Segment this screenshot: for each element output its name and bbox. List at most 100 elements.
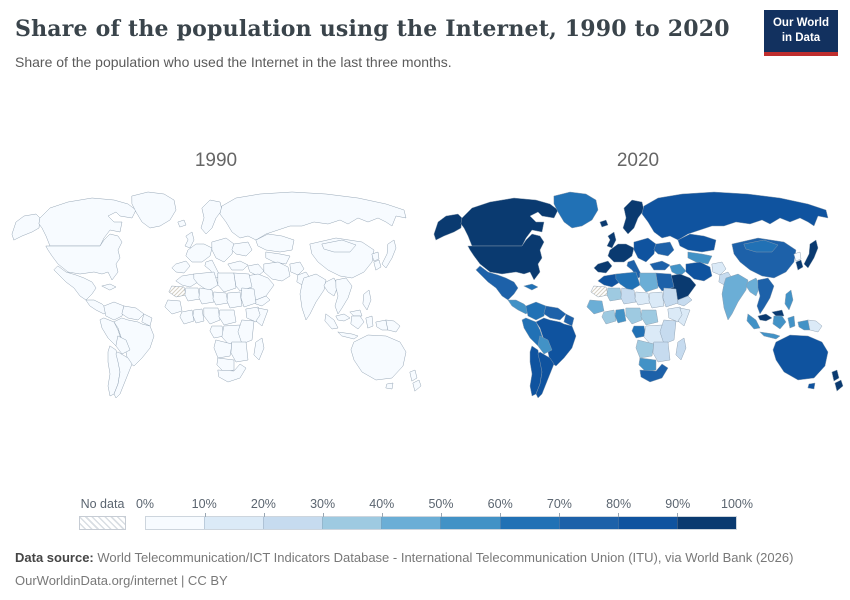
region-kazakhstan[interactable] [255, 233, 295, 253]
region-mauritania[interactable] [184, 287, 201, 302]
region-iberia[interactable] [171, 260, 191, 274]
region-iran[interactable] [685, 261, 713, 282]
region-iceland[interactable] [599, 219, 609, 228]
region-turkey[interactable] [227, 260, 249, 271]
region-indonesia[interactable] [324, 313, 374, 340]
region-mongolia[interactable] [321, 239, 357, 253]
region-zambia-zimbabwe-moz[interactable] [652, 341, 671, 363]
region-bolivia[interactable] [115, 335, 131, 355]
region-mongolia[interactable] [743, 239, 779, 253]
region-western-sahara[interactable] [590, 285, 609, 298]
region-ivory-coast[interactable] [601, 309, 617, 325]
region-scandinavia[interactable] [622, 199, 645, 235]
region-cameroon[interactable] [218, 309, 237, 326]
region-madagascar[interactable] [675, 337, 687, 361]
region-turkey[interactable] [649, 260, 671, 271]
region-indonesia-papua[interactable] [375, 319, 389, 331]
region-thailand-vietnam[interactable] [334, 277, 353, 315]
region-argentina[interactable] [535, 351, 555, 399]
region-somalia[interactable] [677, 307, 691, 327]
region-india[interactable] [721, 273, 749, 321]
region-colombia[interactable] [103, 301, 125, 321]
region-west-europe[interactable] [607, 243, 635, 263]
region-levant-iraq[interactable] [669, 263, 687, 277]
region-philippines[interactable] [362, 289, 372, 311]
region-afghanistan[interactable] [289, 261, 305, 276]
region-senegal-guinea[interactable] [164, 299, 183, 315]
region-uk[interactable] [184, 231, 195, 249]
region-thailand-vietnam[interactable] [756, 277, 775, 315]
region-ukraine[interactable] [231, 241, 253, 257]
region-indonesia-papua[interactable] [797, 319, 811, 331]
region-argentina[interactable] [113, 351, 133, 399]
region-west-europe[interactable] [185, 243, 213, 263]
region-iberia[interactable] [593, 260, 613, 274]
region-canada[interactable] [460, 197, 559, 247]
region-scandinavia[interactable] [200, 199, 223, 235]
region-japan[interactable] [803, 239, 819, 269]
region-mexico[interactable] [53, 265, 97, 301]
region-myanmar[interactable] [323, 277, 339, 297]
region-south-africa[interactable] [639, 363, 669, 383]
region-zambia-zimbabwe-moz[interactable] [230, 341, 249, 363]
region-gabon-congo[interactable] [209, 325, 225, 339]
region-brazil[interactable] [113, 317, 155, 367]
region-indonesia[interactable] [746, 313, 796, 340]
region-kazakhstan[interactable] [677, 233, 717, 253]
region-yemen[interactable] [677, 295, 693, 307]
region-chad[interactable] [648, 291, 665, 309]
region-cameroon[interactable] [640, 309, 659, 326]
region-cuba[interactable] [523, 283, 539, 291]
region-south-korea[interactable] [373, 259, 382, 271]
region-south-korea[interactable] [795, 259, 804, 271]
region-usa[interactable] [467, 233, 545, 281]
region-libya[interactable] [217, 272, 237, 293]
region-new-guinea[interactable] [385, 319, 401, 333]
region-russia[interactable] [219, 191, 407, 241]
region-russia[interactable] [641, 191, 829, 241]
region-ivory-coast[interactable] [179, 309, 195, 325]
region-australia[interactable] [350, 334, 407, 390]
region-north-korea[interactable] [371, 251, 380, 262]
region-central-asia[interactable] [687, 251, 713, 265]
region-western-sahara[interactable] [168, 285, 187, 298]
region-mali[interactable] [620, 287, 637, 305]
region-uk[interactable] [606, 231, 617, 249]
region-iran[interactable] [263, 261, 291, 282]
region-malaysia[interactable] [335, 309, 363, 322]
region-afghanistan[interactable] [711, 261, 727, 276]
region-alaska[interactable] [11, 213, 41, 241]
region-yemen[interactable] [255, 295, 271, 307]
region-ukraine[interactable] [653, 241, 675, 257]
region-mali[interactable] [198, 287, 215, 305]
region-east-europe[interactable] [633, 237, 657, 263]
region-bolivia[interactable] [537, 335, 553, 355]
region-nigeria[interactable] [625, 307, 643, 325]
region-greenland[interactable] [553, 191, 599, 229]
region-angola[interactable] [213, 339, 233, 359]
region-east-europe[interactable] [211, 237, 235, 263]
region-nigeria[interactable] [203, 307, 221, 325]
region-sudan[interactable] [240, 287, 257, 308]
region-angola[interactable] [635, 339, 655, 359]
region-cuba[interactable] [101, 283, 117, 291]
region-new-zealand[interactable] [409, 369, 422, 392]
region-libya[interactable] [639, 272, 659, 293]
region-kenya-tanzania[interactable] [659, 319, 677, 345]
region-central-asia[interactable] [265, 251, 291, 265]
region-india[interactable] [299, 273, 327, 321]
region-gabon-congo[interactable] [631, 325, 647, 339]
region-ghana[interactable] [192, 308, 205, 324]
region-greenland[interactable] [131, 191, 177, 229]
region-madagascar[interactable] [253, 337, 265, 361]
region-kenya-tanzania[interactable] [237, 319, 255, 345]
region-japan[interactable] [381, 239, 397, 269]
region-chad[interactable] [226, 291, 243, 309]
region-senegal-guinea[interactable] [586, 299, 605, 315]
region-iceland[interactable] [177, 219, 187, 228]
region-colombia[interactable] [525, 301, 547, 321]
region-myanmar[interactable] [745, 277, 761, 297]
region-levant-iraq[interactable] [247, 263, 265, 277]
region-malaysia[interactable] [757, 309, 785, 322]
region-new-zealand[interactable] [831, 369, 844, 392]
